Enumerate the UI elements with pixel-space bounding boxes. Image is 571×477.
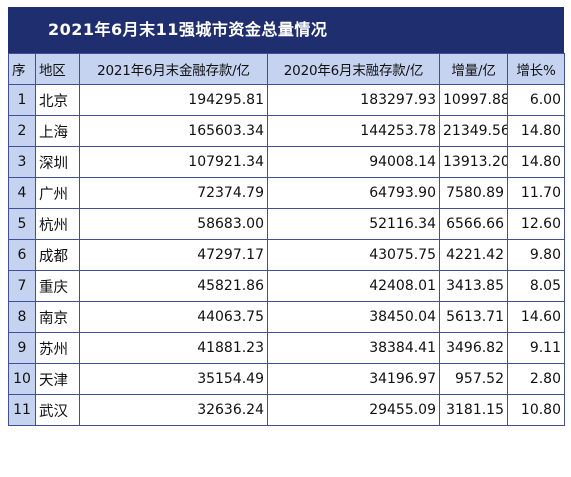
cell-increase: 5613.71	[439, 301, 508, 333]
cell-growth: 2.80	[507, 363, 565, 395]
cell-deposit-2021: 41881.23	[79, 332, 268, 364]
table-row: 4 广州 72374.79 64793.90 7580.89 11.70	[8, 177, 565, 209]
cell-deposit-2020: 34196.97	[267, 363, 440, 395]
cell-index: 3	[8, 146, 36, 178]
cell-deposit-2020: 38384.41	[267, 332, 440, 364]
cell-index: 10	[8, 363, 36, 395]
cell-growth: 10.80	[507, 394, 565, 426]
cell-index: 7	[8, 270, 36, 302]
cell-deposit-2021: 194295.81	[79, 84, 268, 116]
cell-deposit-2021: 47297.17	[79, 239, 268, 271]
table-row: 9 苏州 41881.23 38384.41 3496.82 9.11	[8, 332, 565, 364]
cell-increase: 6566.66	[439, 208, 508, 240]
cell-city: 重庆	[35, 270, 80, 302]
cell-deposit-2020: 42408.01	[267, 270, 440, 302]
cell-city: 北京	[35, 84, 80, 116]
cell-city: 广州	[35, 177, 80, 209]
cell-growth: 9.11	[507, 332, 565, 364]
cell-deposit-2020: 52116.34	[267, 208, 440, 240]
table-row: 2 上海 165603.34 144253.78 21349.56 14.80	[8, 115, 565, 147]
header-city: 地区	[35, 53, 80, 85]
cell-deposit-2020: 94008.14	[267, 146, 440, 178]
cell-increase: 4221.42	[439, 239, 508, 271]
cell-city: 苏州	[35, 332, 80, 364]
cell-city: 天津	[35, 363, 80, 395]
cell-index: 8	[8, 301, 36, 333]
cell-increase: 10997.88	[439, 84, 508, 116]
cell-growth: 9.80	[507, 239, 565, 271]
table-header: 序 地区 2021年6月末金融存款/亿 2020年6月末融存款/亿 增量/亿 增…	[8, 53, 565, 85]
cell-deposit-2020: 29455.09	[267, 394, 440, 426]
table-row: 5 杭州 58683.00 52116.34 6566.66 12.60	[8, 208, 565, 240]
deposit-ranking-table-figure: 2021年6月末11强城市资金总量情况 序 地区 2021年6月末金融存款/亿 …	[8, 7, 565, 470]
cell-index: 6	[8, 239, 36, 271]
cell-deposit-2021: 58683.00	[79, 208, 268, 240]
header-row: 序 地区 2021年6月末金融存款/亿 2020年6月末融存款/亿 增量/亿 增…	[8, 53, 565, 85]
header-deposit-2021: 2021年6月末金融存款/亿	[79, 53, 268, 85]
cell-index: 4	[8, 177, 36, 209]
cell-index: 2	[8, 115, 36, 147]
cell-increase: 7580.89	[439, 177, 508, 209]
table-row: 6 成都 47297.17 43075.75 4221.42 9.80	[8, 239, 565, 271]
cell-deposit-2021: 45821.86	[79, 270, 268, 302]
cell-deposit-2021: 107921.34	[79, 146, 268, 178]
cell-growth: 6.00	[507, 84, 565, 116]
table-row: 8 南京 44063.75 38450.04 5613.71 14.60	[8, 301, 565, 333]
cell-increase: 13913.20	[439, 146, 508, 178]
cell-city: 成都	[35, 239, 80, 271]
cell-index: 11	[8, 394, 36, 426]
cell-deposit-2020: 64793.90	[267, 177, 440, 209]
header-deposit-2020: 2020年6月末融存款/亿	[267, 53, 440, 85]
cell-city: 上海	[35, 115, 80, 147]
deposit-table: 序 地区 2021年6月末金融存款/亿 2020年6月末融存款/亿 增量/亿 增…	[8, 53, 565, 426]
cell-deposit-2020: 43075.75	[267, 239, 440, 271]
header-increase: 增量/亿	[439, 53, 508, 85]
cell-deposit-2021: 32636.24	[79, 394, 268, 426]
table-body: 1 北京 194295.81 183297.93 10997.88 6.00 2 上海 1656…	[8, 84, 565, 426]
cell-increase: 21349.56	[439, 115, 508, 147]
header-index: 序	[8, 53, 36, 85]
cell-increase: 957.52	[439, 363, 508, 395]
cell-index: 5	[8, 208, 36, 240]
cell-growth: 12.60	[507, 208, 565, 240]
table-title: 2021年6月末11强城市资金总量情况	[8, 7, 564, 53]
table-row: 11 武汉 32636.24 29455.09 3181.15 10.80	[8, 394, 565, 426]
cell-city: 深圳	[35, 146, 80, 178]
cell-deposit-2021: 72374.79	[79, 177, 268, 209]
table-row: 10 天津 35154.49 34196.97 957.52 2.80	[8, 363, 565, 395]
cell-increase: 3181.15	[439, 394, 508, 426]
cell-growth: 14.60	[507, 301, 565, 333]
cell-deposit-2020: 144253.78	[267, 115, 440, 147]
cell-city: 武汉	[35, 394, 80, 426]
header-growth: 增长%	[507, 53, 565, 85]
cell-deposit-2021: 44063.75	[79, 301, 268, 333]
cell-growth: 14.80	[507, 115, 565, 147]
cell-deposit-2021: 165603.34	[79, 115, 268, 147]
cell-increase: 3413.85	[439, 270, 508, 302]
cell-city: 南京	[35, 301, 80, 333]
cell-growth: 8.05	[507, 270, 565, 302]
table-row: 1 北京 194295.81 183297.93 10997.88 6.00	[8, 84, 565, 116]
cell-index: 9	[8, 332, 36, 364]
table-row: 3 深圳 107921.34 94008.14 13913.20 14.80	[8, 146, 565, 178]
cell-deposit-2021: 35154.49	[79, 363, 268, 395]
cell-city: 杭州	[35, 208, 80, 240]
cell-index: 1	[8, 84, 36, 116]
cell-growth: 14.80	[507, 146, 565, 178]
table-row: 7 重庆 45821.86 42408.01 3413.85 8.05	[8, 270, 565, 302]
cell-deposit-2020: 38450.04	[267, 301, 440, 333]
cell-increase: 3496.82	[439, 332, 508, 364]
cell-deposit-2020: 183297.93	[267, 84, 440, 116]
cell-growth: 11.70	[507, 177, 565, 209]
